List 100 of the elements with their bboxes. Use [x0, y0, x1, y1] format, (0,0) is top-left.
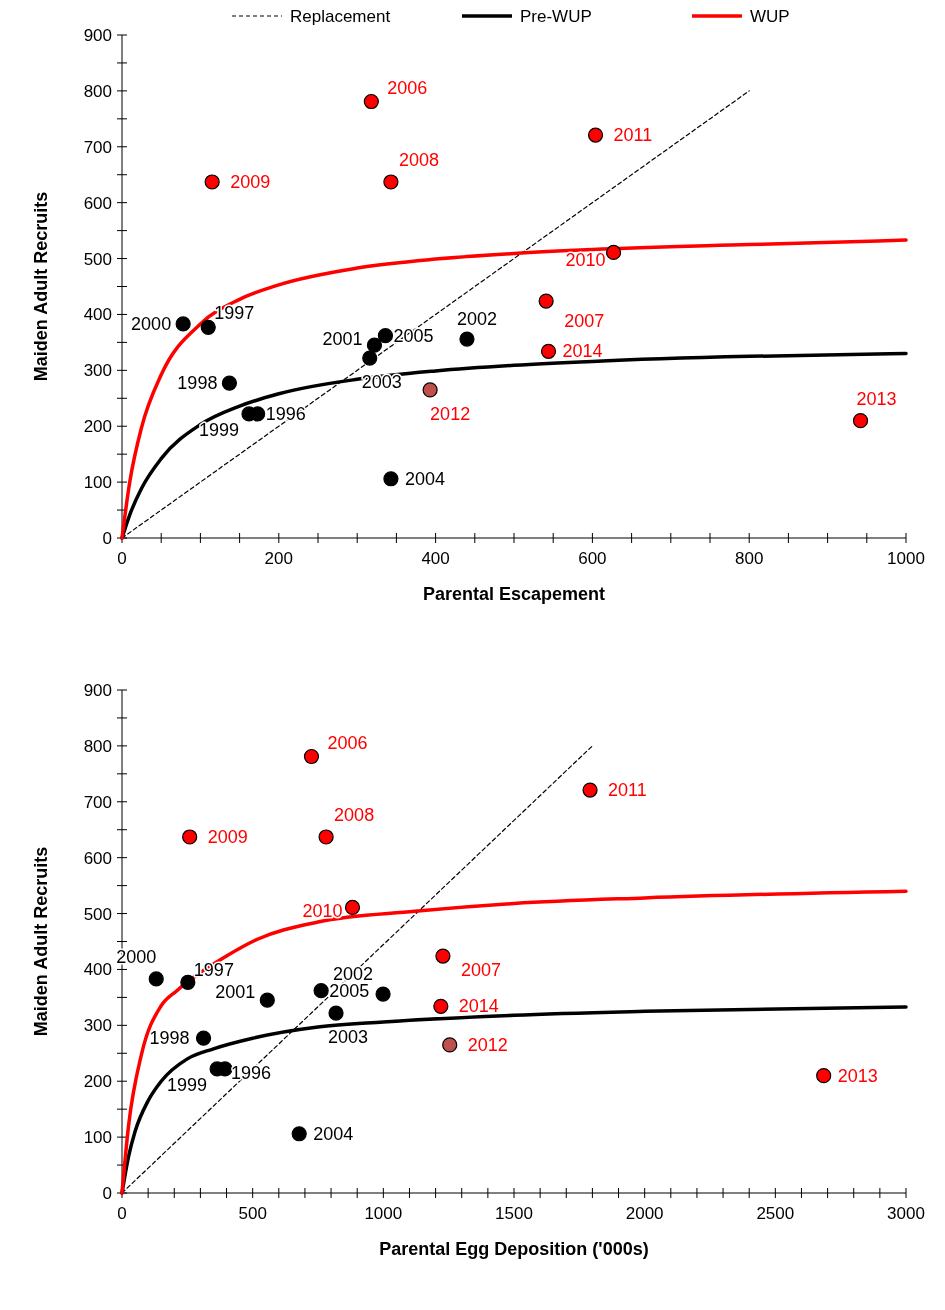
x-tick-label: 1000 [887, 549, 925, 568]
point [328, 1005, 344, 1021]
x-tick-label: 500 [238, 1204, 267, 1223]
x-tick-label: 400 [421, 549, 450, 568]
legend-label: Replacement [290, 7, 391, 26]
annotation: 2010 [565, 250, 606, 271]
y-tick-label: 100 [83, 1128, 112, 1148]
point [587, 127, 604, 143]
point [433, 998, 449, 1014]
annotation: 2013 [837, 1065, 878, 1086]
point [435, 948, 451, 964]
point [291, 1126, 307, 1142]
annotation: 2004 [313, 1123, 354, 1144]
y-tick-label: 800 [83, 81, 112, 101]
y-tick-label: 700 [83, 137, 112, 157]
point [459, 331, 475, 347]
point [318, 829, 334, 845]
annotation: 2000 [116, 946, 157, 967]
annotation: 2014 [458, 996, 499, 1017]
point [852, 413, 869, 429]
x-tick-label: 600 [578, 549, 607, 568]
point [383, 174, 399, 190]
annotation: 2010 [302, 901, 343, 922]
annotation: 2007 [460, 960, 501, 981]
y-tick-label: 0 [102, 529, 112, 548]
annotation: 2012 [430, 403, 471, 424]
annotation: 2005 [393, 325, 434, 346]
x-tick-label: 200 [264, 549, 293, 568]
point [313, 983, 329, 999]
point [195, 1030, 212, 1046]
annotation: 2001 [322, 329, 363, 350]
annotation: 2006 [387, 77, 428, 98]
annotation: 2000 [131, 313, 172, 334]
annotation: 2003 [328, 1027, 369, 1048]
point [180, 974, 196, 990]
point [605, 244, 622, 261]
y-tick-label: 100 [83, 473, 112, 493]
point [383, 471, 399, 487]
annotation: 2011 [613, 125, 653, 146]
legend-label: WUP [750, 7, 790, 26]
annotation: 1998 [149, 1028, 190, 1049]
point [816, 1068, 832, 1084]
y-tick-label: 900 [83, 26, 112, 45]
annotation: 2009 [230, 171, 271, 192]
y-axis-title: Maiden Adult Recruits [31, 846, 51, 1037]
y-tick-label: 600 [83, 848, 112, 868]
point [148, 971, 164, 987]
x-tick-label: 1500 [495, 1204, 533, 1223]
y-tick-label: 900 [83, 681, 112, 700]
y-tick-label: 400 [83, 960, 112, 980]
x-tick-label: 2500 [756, 1204, 795, 1223]
annotation: 1997 [214, 303, 255, 324]
y-tick-label: 500 [83, 249, 112, 269]
point [538, 293, 554, 309]
x-tick-label: 800 [735, 549, 764, 568]
annotation: 2012 [467, 1034, 508, 1055]
point [422, 382, 438, 398]
annotation: 2004 [404, 468, 445, 489]
point [344, 899, 361, 916]
point [366, 337, 383, 353]
annotation: 2003 [361, 372, 402, 393]
y-tick-label: 300 [83, 361, 112, 381]
annotation: 1999 [198, 419, 240, 440]
annotation: 1998 [177, 373, 218, 394]
annotation: 1996 [230, 1062, 272, 1083]
annotation: 2008 [398, 149, 439, 170]
point [221, 375, 238, 391]
x-tick-label: 2000 [625, 1204, 664, 1223]
annotation: 2002 [456, 309, 498, 330]
point [259, 992, 275, 1008]
annotation: 1999 [167, 1074, 208, 1095]
annotation: 2001 [215, 982, 256, 1003]
annotation: 2014 [562, 341, 603, 362]
y-tick-label: 200 [83, 417, 112, 437]
annotation: 2006 [327, 732, 368, 753]
y-tick-label: 500 [83, 904, 112, 924]
annotation: 2013 [856, 388, 897, 409]
annotation: 2008 [334, 804, 375, 825]
legend-label: Pre-WUP [520, 7, 592, 26]
point [175, 316, 191, 332]
y-tick-label: 600 [83, 193, 112, 213]
point [303, 748, 320, 765]
point [375, 986, 391, 1002]
point [442, 1037, 458, 1053]
annotation: 2007 [564, 311, 605, 332]
x-tick-label: 0 [117, 549, 127, 568]
y-tick-label: 200 [83, 1072, 112, 1092]
point [182, 829, 198, 845]
point [540, 343, 557, 359]
annotation: 2011 [608, 780, 647, 801]
point [363, 93, 379, 110]
x-tick-label: 3000 [887, 1204, 925, 1223]
y-tick-label: 700 [83, 792, 112, 812]
y-axis-title: Maiden Adult Recruits [31, 191, 51, 382]
point [200, 319, 216, 335]
point [204, 174, 220, 190]
x-axis-title: Parental Escapement [422, 584, 606, 604]
y-tick-label: 0 [102, 1184, 112, 1203]
point [362, 350, 378, 366]
point [582, 782, 598, 798]
